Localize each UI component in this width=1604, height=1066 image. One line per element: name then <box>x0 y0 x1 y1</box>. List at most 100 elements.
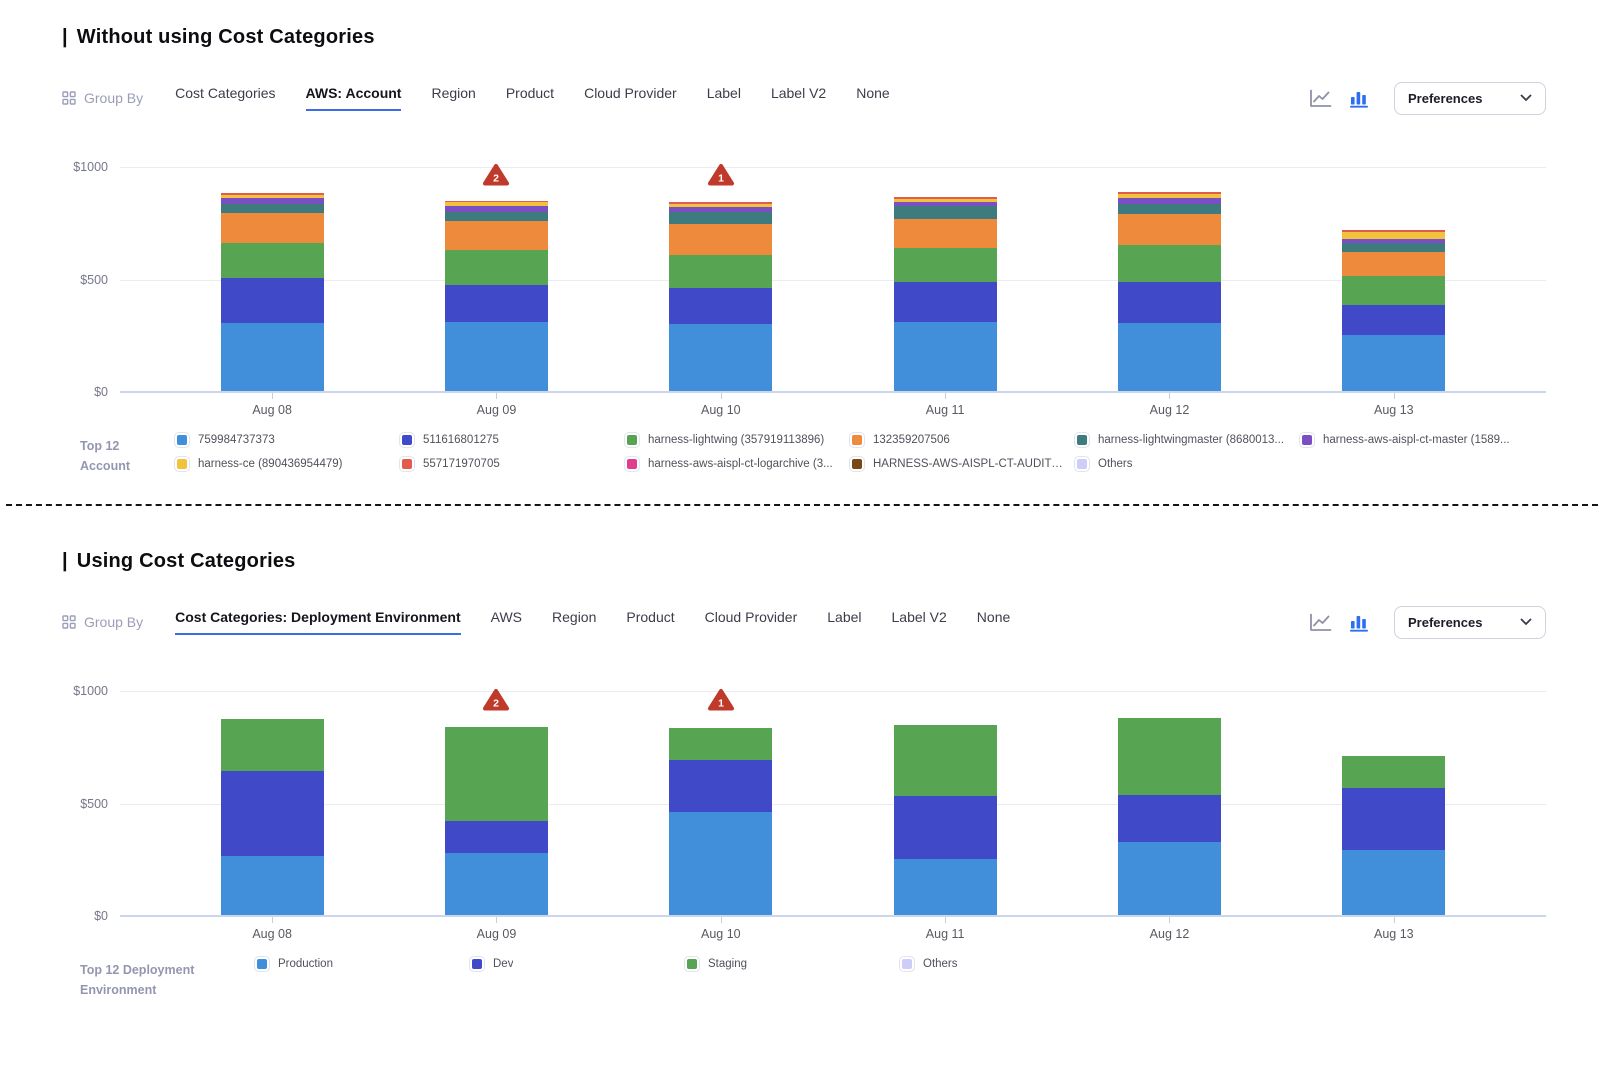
bar-segment-harness-lightwing-357919113896[interactable] <box>893 248 997 282</box>
bar-segment-harness-lightwingmaster-8680013[interactable] <box>1117 204 1221 214</box>
tab-region[interactable]: Region <box>552 609 597 625</box>
tab-label[interactable]: Label <box>827 609 862 625</box>
bar-segment-harness-lightwingmaster-8680013[interactable] <box>893 206 997 219</box>
bar-segment-dev[interactable] <box>1117 795 1221 842</box>
tab-cloud-provider[interactable]: Cloud Provider <box>584 85 677 101</box>
bar-segment-harness-lightwingmaster-8680013[interactable] <box>444 212 548 221</box>
bar-segment-557171970705[interactable] <box>444 201 548 202</box>
legend-item-759984737373[interactable]: 759984737373 <box>174 432 400 448</box>
bar-segment-harness-aws-aispl-ct-master-1589[interactable] <box>220 198 324 204</box>
bar-segment-759984737373[interactable] <box>1117 323 1221 391</box>
bar-segment-557171970705[interactable] <box>1342 230 1446 232</box>
bar-segment-511616801275[interactable] <box>444 285 548 322</box>
bar-segment-production[interactable] <box>1117 842 1221 915</box>
bar-segment-harness-ce-890436954479[interactable] <box>1342 232 1446 239</box>
tab-region[interactable]: Region <box>431 85 476 101</box>
bar-segment-harness-lightwing-357919113896[interactable] <box>220 243 324 278</box>
bar-segment-132359207506[interactable] <box>444 221 548 250</box>
bar-segment-harness-aws-aispl-ct-master-1589[interactable] <box>893 202 997 206</box>
tab-cost-categories-deployment-environment[interactable]: Cost Categories: Deployment Environment <box>175 609 461 635</box>
bar-segment-harness-aws-aispl-ct-master-1589[interactable] <box>1342 239 1446 243</box>
bar-segment-harness-lightwing-357919113896[interactable] <box>1117 245 1221 282</box>
bar-segment-harness-ce-890436954479[interactable] <box>444 202 548 206</box>
bar-aug-12[interactable] <box>1117 192 1221 391</box>
preferences-button[interactable]: Preferences <box>1394 81 1546 115</box>
bar-segment-511616801275[interactable] <box>1117 282 1221 323</box>
bar-segment-132359207506[interactable] <box>220 213 324 243</box>
bar-aug-12[interactable] <box>1117 718 1221 915</box>
bar-segment-staging[interactable] <box>1342 756 1446 788</box>
bar-segment-harness-aws-aispl-ct-master-1589[interactable] <box>444 206 548 212</box>
legend-item-harness-ce-890436954479[interactable]: harness-ce (890436954479) <box>174 456 400 472</box>
bar-segment-dev[interactable] <box>669 760 773 812</box>
bar-segment-staging[interactable] <box>220 719 324 771</box>
bar-segment-production[interactable] <box>893 859 997 915</box>
bar-aug-10[interactable]: 1 <box>669 164 773 391</box>
legend-item-harness-lightwing-357919113896[interactable]: harness-lightwing (357919113896) <box>624 432 850 448</box>
bar-aug-09[interactable]: 2 <box>444 689 548 915</box>
bar-segment-759984737373[interactable] <box>444 322 548 391</box>
tab-label-v2[interactable]: Label V2 <box>891 609 947 625</box>
bar-segment-759984737373[interactable] <box>220 323 324 391</box>
bar-segment-132359207506[interactable] <box>893 219 997 248</box>
bar-segment-staging[interactable] <box>669 728 773 760</box>
tab-none[interactable]: None <box>976 609 1011 625</box>
legend-item-harness-aws-aispl-ct-master-1589[interactable]: harness-aws-aispl-ct-master (1589... <box>1299 432 1525 448</box>
bar-segment-511616801275[interactable] <box>893 282 997 322</box>
bar-segment-harness-ce-890436954479[interactable] <box>1117 194 1221 198</box>
bar-segment-staging[interactable] <box>1117 718 1221 795</box>
bar-segment-harness-lightwingmaster-8680013[interactable] <box>1342 243 1446 252</box>
bar-segment-132359207506[interactable] <box>669 224 773 255</box>
anomaly-badge[interactable]: 1 <box>707 163 734 192</box>
bar-segment-dev[interactable] <box>444 821 548 853</box>
bar-aug-08[interactable] <box>220 719 324 915</box>
legend-item-557171970705[interactable]: 557171970705 <box>399 456 625 472</box>
bar-segment-harness-lightwing-357919113896[interactable] <box>444 250 548 285</box>
legend-item-harness-aws-aispl-ct-logarchive-3[interactable]: harness-aws-aispl-ct-logarchive (3... <box>624 456 850 472</box>
bar-aug-09[interactable]: 2 <box>444 164 548 391</box>
anomaly-badge[interactable]: 2 <box>483 688 510 717</box>
bar-segment-production[interactable] <box>669 812 773 915</box>
bar-segment-harness-ce-890436954479[interactable] <box>220 195 324 198</box>
bar-aug-10[interactable]: 1 <box>669 689 773 915</box>
bar-segment-759984737373[interactable] <box>893 322 997 391</box>
bar-segment-staging[interactable] <box>893 725 997 796</box>
bar-chart-toggle-icon[interactable] <box>1349 613 1369 632</box>
legend-item-production[interactable]: Production <box>254 956 470 972</box>
bar-chart-toggle-icon[interactable] <box>1349 89 1369 108</box>
line-chart-toggle-icon[interactable] <box>1309 89 1332 108</box>
bar-segment-557171970705[interactable] <box>220 193 324 195</box>
bar-segment-production[interactable] <box>444 853 548 915</box>
bar-segment-511616801275[interactable] <box>1342 305 1446 335</box>
bar-segment-511616801275[interactable] <box>220 278 324 323</box>
tab-product[interactable]: Product <box>505 85 555 101</box>
tab-cost-categories[interactable]: Cost Categories <box>175 85 276 101</box>
line-chart-toggle-icon[interactable] <box>1309 613 1332 632</box>
legend-item-staging[interactable]: Staging <box>684 956 900 972</box>
legend-item-harness-lightwingmaster-8680013[interactable]: harness-lightwingmaster (8680013... <box>1074 432 1300 448</box>
bar-segment-759984737373[interactable] <box>1342 335 1446 391</box>
bar-segment-132359207506[interactable] <box>1117 214 1221 245</box>
tab-aws[interactable]: AWS <box>490 609 523 625</box>
preferences-button[interactable]: Preferences <box>1394 605 1546 639</box>
bar-segment-harness-lightwingmaster-8680013[interactable] <box>669 212 773 224</box>
bar-segment-harness-ce-890436954479[interactable] <box>669 204 773 207</box>
bar-segment-harness-lightwing-357919113896[interactable] <box>669 255 773 288</box>
bar-segment-harness-aws-aispl-ct-master-1589[interactable] <box>669 207 773 212</box>
tab-cloud-provider[interactable]: Cloud Provider <box>704 609 798 625</box>
bar-segment-harness-lightwing-357919113896[interactable] <box>1342 276 1446 305</box>
bar-segment-511616801275[interactable] <box>669 288 773 324</box>
bar-aug-08[interactable] <box>220 193 324 391</box>
bar-segment-557171970705[interactable] <box>893 197 997 199</box>
bar-segment-production[interactable] <box>1342 850 1446 915</box>
bar-segment-dev[interactable] <box>893 796 997 859</box>
bar-segment-557171970705[interactable] <box>1117 192 1221 194</box>
bar-aug-13[interactable] <box>1342 230 1446 391</box>
tab-label[interactable]: Label <box>706 85 741 101</box>
bar-segment-harness-lightwingmaster-8680013[interactable] <box>220 204 324 213</box>
tab-none[interactable]: None <box>856 85 890 101</box>
legend-item-511616801275[interactable]: 511616801275 <box>399 432 625 448</box>
bar-aug-13[interactable] <box>1342 756 1446 915</box>
tab-aws-account[interactable]: AWS: Account <box>305 85 402 111</box>
bar-segment-production[interactable] <box>220 856 324 915</box>
